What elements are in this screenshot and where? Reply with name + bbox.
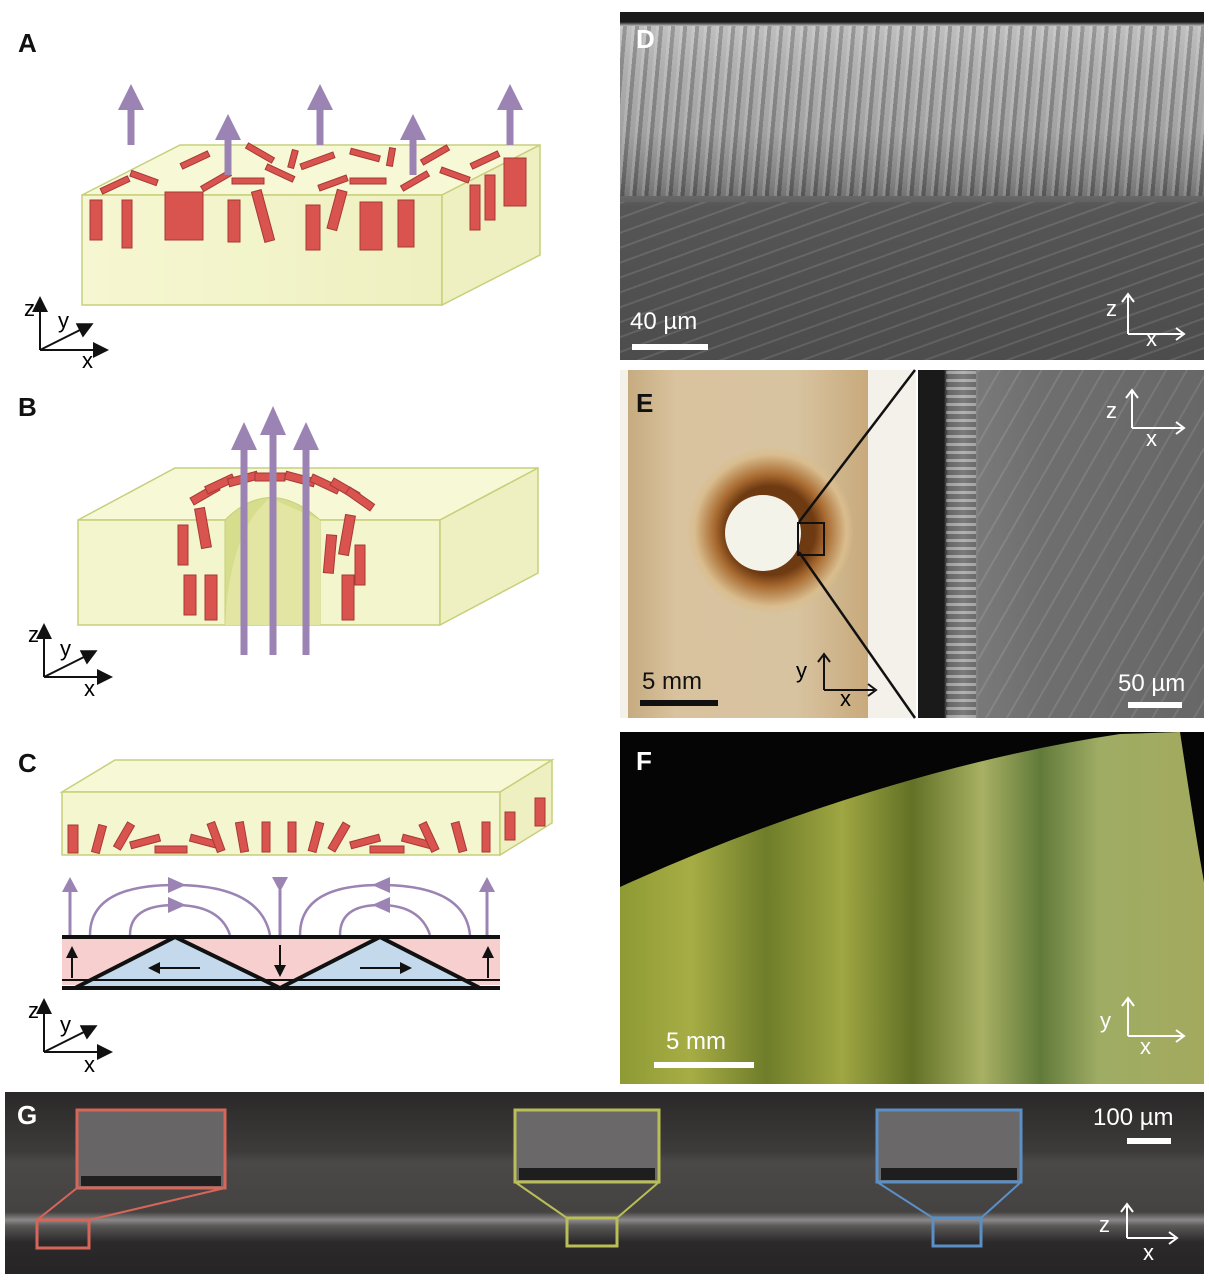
panel-c: C [0, 740, 600, 1085]
panel-a-diagram [32, 84, 541, 358]
panel-e-axes [817, 652, 878, 697]
panel-f-axes [1121, 996, 1186, 1043]
axis-z-c: z [28, 998, 39, 1023]
axis-z-b: z [28, 622, 39, 647]
panel-g-scalebar [1127, 1138, 1171, 1144]
panel-d-axes [1121, 292, 1186, 341]
axis-y-a: y [58, 308, 69, 333]
panel-e-axis-y: y [796, 658, 807, 683]
panel-d-scale-label: 40 µm [630, 308, 698, 335]
panel-e-label: E [636, 388, 654, 418]
panel-d-sem-image: D 40 µm z x [620, 12, 1204, 360]
panel-e-sem-axis-z: z [1106, 398, 1117, 423]
axes-a [32, 296, 109, 358]
axis-y-b: y [60, 636, 71, 661]
panel-g-label: G [17, 1100, 38, 1130]
panel-a-label: A [18, 28, 37, 58]
panel-d-label: D [636, 24, 655, 54]
panel-f-scale-label: 5 mm [666, 1028, 726, 1055]
panel-f-scalebar [654, 1062, 754, 1068]
panel-b: B [0, 380, 600, 710]
panel-c-diagram [36, 758, 555, 1060]
panel-e-zoom-lines [797, 369, 917, 719]
axis-z-a: z [24, 296, 35, 321]
panel-e-scalebar-right [1128, 702, 1182, 708]
panel-d-axis-z: z [1106, 296, 1117, 321]
panel-e-scale-left-label: 5 mm [642, 668, 702, 695]
field-arrows [118, 84, 523, 175]
axis-x-a: x [82, 348, 93, 373]
panel-f-axis-x: x [1140, 1034, 1151, 1059]
panel-f-label: F [636, 746, 652, 776]
panel-g-axis-x: x [1143, 1240, 1154, 1265]
panel-b-diagram [36, 406, 539, 685]
blue-triangle-2 [285, 937, 480, 988]
panel-e-scale-right-label: 50 µm [1118, 670, 1186, 697]
panel-e-sem-axes [1125, 388, 1186, 435]
panel-f-sample [620, 732, 1204, 1084]
panel-c-label: C [18, 748, 37, 778]
panel-e-scalebar-left [640, 700, 718, 706]
panel-e-photo: E 5 mm y x [620, 370, 916, 718]
hole-white [725, 495, 801, 571]
blue-triangle-1 [75, 937, 280, 988]
panel-d-axis-x: x [1146, 326, 1157, 351]
panel-e-sem-image: z x 50 µm [918, 370, 1204, 718]
panel-f-photo: F 5 mm y x [620, 732, 1204, 1084]
platelets [89, 142, 527, 251]
zoom-box [797, 522, 825, 556]
panel-g-scale-label: 100 µm [1093, 1104, 1174, 1131]
panel-d-scalebar [632, 344, 708, 350]
panel-f-axis-y: y [1100, 1008, 1111, 1033]
panel-g-insets [35, 1108, 1179, 1250]
panel-b-label: B [18, 392, 37, 422]
axis-x-c: x [84, 1052, 95, 1077]
panel-g-sem-image: G 100 µm z x [5, 1092, 1204, 1274]
panel-a: A [0, 0, 600, 375]
panel-e-sem-axis-x: x [1146, 426, 1157, 451]
panel-g-axis-z: z [1099, 1212, 1110, 1237]
panel-e-axis-x: x [840, 686, 851, 711]
axis-y-c: y [60, 1012, 71, 1037]
axis-x-b: x [84, 676, 95, 701]
